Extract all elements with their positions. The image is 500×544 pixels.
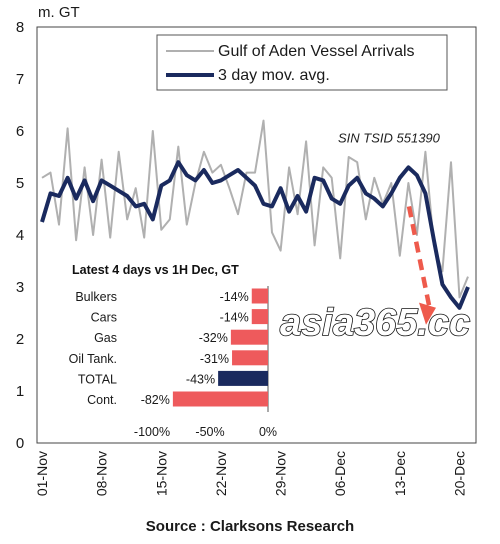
series-line-moving-average (40, 160, 470, 310)
decline-arrow-head (419, 302, 436, 325)
x-tick-label: 20-Dec (451, 451, 467, 496)
inset-category-label: Cont. (87, 393, 117, 407)
inset-bar (251, 288, 268, 304)
inset-value-label: -82% (141, 393, 170, 407)
y-tick-label: 6 (16, 123, 24, 140)
legend: Gulf of Aden Vessel Arrivals 3 day mov. a… (156, 34, 448, 91)
annotation-sin-tsid: SIN TSID 551390 (338, 130, 441, 145)
inset-title: Latest 4 days vs 1H Dec, GT (72, 263, 239, 277)
watermark-text: asia365.cc (280, 302, 470, 344)
source-note: Source : Clarksons Research (145, 518, 355, 535)
x-tick-label: 08-Nov (94, 451, 110, 496)
inset-bar (251, 309, 268, 325)
legend-label-vessel-arrivals: Gulf of Aden Vessel Arrivals (218, 43, 415, 60)
y-tick-label: 4 (16, 227, 24, 244)
y-tick-label: 3 (16, 279, 24, 296)
y-axis-unit: m. GT (38, 4, 80, 21)
inset-category-label: Bulkers (75, 290, 117, 304)
inset-chart: Latest 4 days vs 1H Dec, GT Bulkers -14% Ca… (60, 257, 280, 439)
inset-category-label: Oil Tank. (69, 352, 117, 366)
inset-bar (218, 370, 268, 386)
inset-value-label: -31% (200, 352, 229, 366)
y-tick-label: 7 (16, 71, 24, 88)
x-tick-label: 13-Dec (392, 451, 408, 496)
inset-category-label: Gas (94, 331, 117, 345)
inset-x-tick-label: 0% (259, 425, 277, 439)
inset-value-label: -14% (220, 290, 249, 304)
y-tick-label: 8 (16, 19, 24, 36)
plot-frame (36, 26, 477, 444)
inset-category-label: TOTAL (78, 372, 117, 386)
inset-value-label: -14% (220, 311, 249, 325)
x-tick-label: 15-Nov (153, 451, 169, 496)
inset-x-tick-label: -100% (134, 425, 170, 439)
inset-value-label: -43% (186, 372, 215, 386)
inset-value-label: -32% (199, 331, 228, 345)
legend-label-moving-average: 3 day mov. avg. (218, 67, 330, 84)
inset-x-tick-label: -50% (195, 425, 224, 439)
x-tick-label: 01-Nov (34, 451, 50, 496)
y-tick-label: 5 (16, 175, 24, 192)
inset-bar (230, 329, 268, 345)
legend-box (156, 34, 448, 91)
series-line-vessel-arrivals (41, 119, 469, 299)
inset-bar (172, 391, 268, 407)
y-tick-label: 1 (16, 383, 24, 400)
x-tick-label: 29-Nov (273, 451, 289, 496)
x-tick-label: 22-Nov (213, 451, 229, 496)
x-tick-label: 06-Dec (332, 451, 348, 496)
inset-bar (232, 350, 268, 366)
y-tick-label: 0 (16, 435, 24, 452)
y-tick-label: 2 (16, 331, 24, 348)
inset-category-label: Cars (91, 311, 117, 325)
